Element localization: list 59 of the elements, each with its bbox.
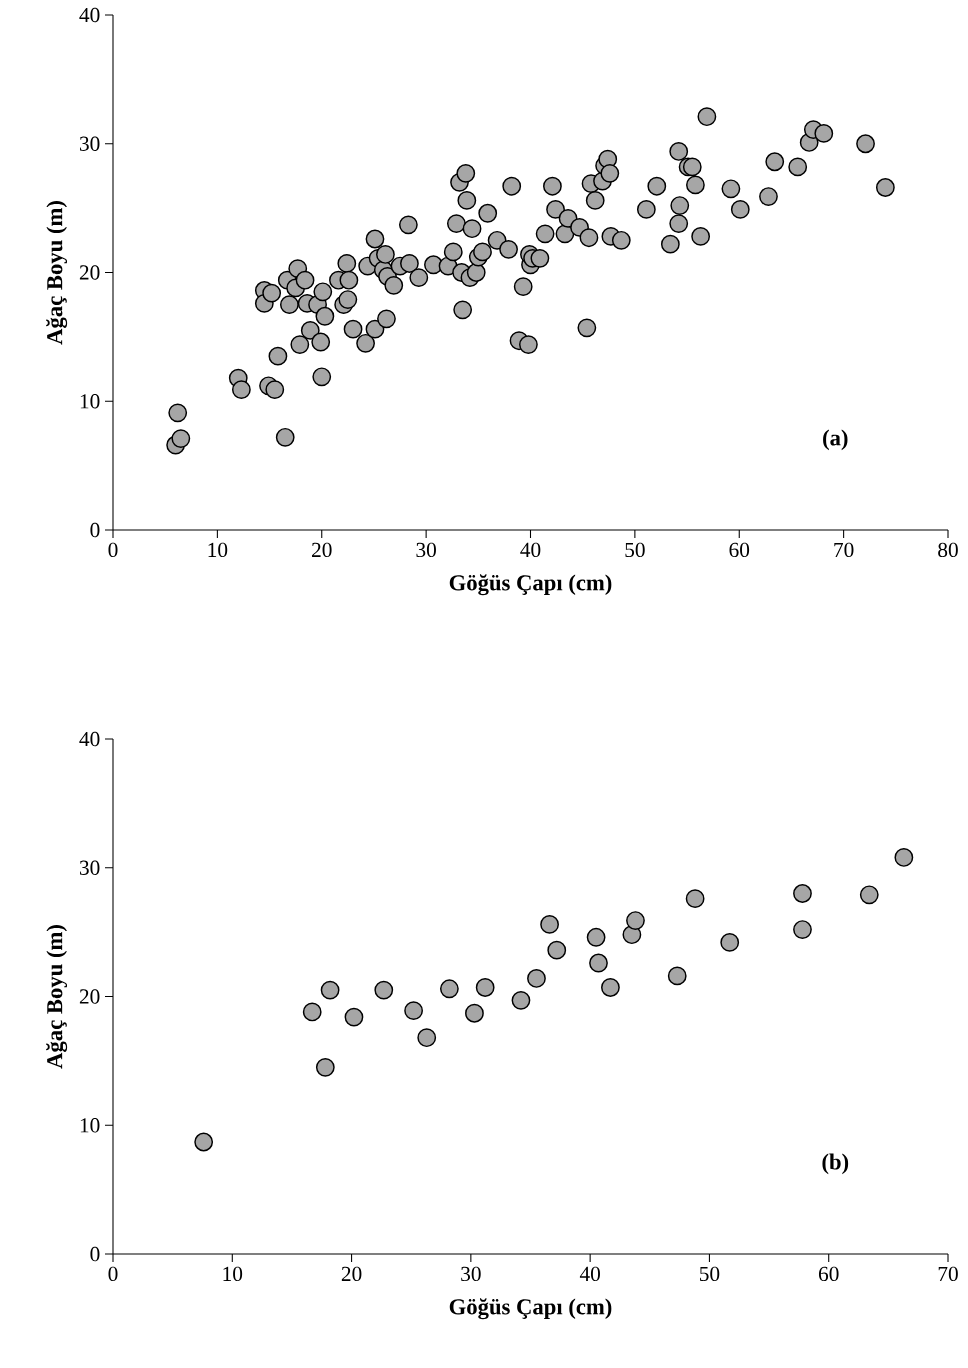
point: [404, 1001, 424, 1021]
y-axis-title: Ağaç Boyu (m): [46, 925, 68, 1069]
point: [315, 1057, 335, 1077]
point: [859, 885, 879, 905]
y-tick-label: 10: [80, 394, 100, 409]
point: [601, 978, 620, 997]
point: [626, 911, 645, 930]
point: [374, 980, 394, 1000]
point: [302, 1002, 322, 1022]
y-tick-label: 40: [79, 731, 100, 747]
x-tick-label: 30: [461, 1266, 481, 1282]
x-tick-label: 70: [938, 1266, 958, 1282]
y-tick-label: 0: [90, 522, 100, 538]
x-tick-label: 20: [312, 542, 332, 558]
point: [720, 933, 740, 952]
y-tick-label: 0: [90, 1246, 100, 1262]
y-tick-label: 30: [79, 136, 100, 151]
y-tick-label: 30: [79, 860, 100, 875]
x-axis-title: Göğüs Çapı (cm): [449, 1298, 612, 1320]
y-tick-label: 10: [80, 1118, 100, 1133]
point: [511, 990, 531, 1010]
x-tick-label: 80: [938, 542, 958, 558]
point: [589, 953, 608, 973]
x-tick-label: 20: [341, 1266, 362, 1282]
x-tick-label: 10: [223, 1266, 243, 1282]
x-tick-label: 10: [208, 542, 228, 558]
point: [527, 969, 546, 988]
y-tick-label: 40: [79, 7, 100, 23]
x-axis-title: Göğüs Çapı (cm): [449, 574, 612, 596]
x-tick-label: 50: [700, 1266, 720, 1282]
point: [793, 884, 812, 903]
point: [685, 889, 705, 909]
x-tick-label: 60: [818, 1266, 839, 1282]
annotation: (a): [823, 429, 848, 451]
x-tick-label: 0: [108, 1266, 118, 1282]
point: [320, 980, 340, 1000]
y-tick-label: 20: [79, 265, 100, 280]
point: [894, 848, 914, 867]
x-tick-label: 40: [520, 542, 541, 558]
x-tick-label: 0: [108, 542, 118, 558]
x-tick-label: 70: [834, 542, 854, 558]
x-tick-label: 30: [416, 542, 436, 558]
point: [475, 978, 495, 997]
y-axis-title: Ağaç Boyu (m): [46, 201, 68, 345]
point: [586, 927, 606, 947]
point: [540, 914, 559, 934]
point: [344, 1007, 364, 1027]
x-tick-label: 50: [625, 542, 645, 558]
point: [547, 940, 567, 960]
point: [194, 1132, 214, 1152]
point: [465, 1003, 484, 1023]
y-tick-label: 20: [79, 989, 100, 1004]
point: [439, 979, 459, 999]
annotation: (b): [822, 1153, 849, 1175]
x-tick-label: 60: [729, 542, 750, 558]
point: [793, 920, 812, 939]
point: [667, 966, 687, 986]
point: [417, 1028, 437, 1048]
x-tick-label: 40: [579, 1266, 600, 1282]
